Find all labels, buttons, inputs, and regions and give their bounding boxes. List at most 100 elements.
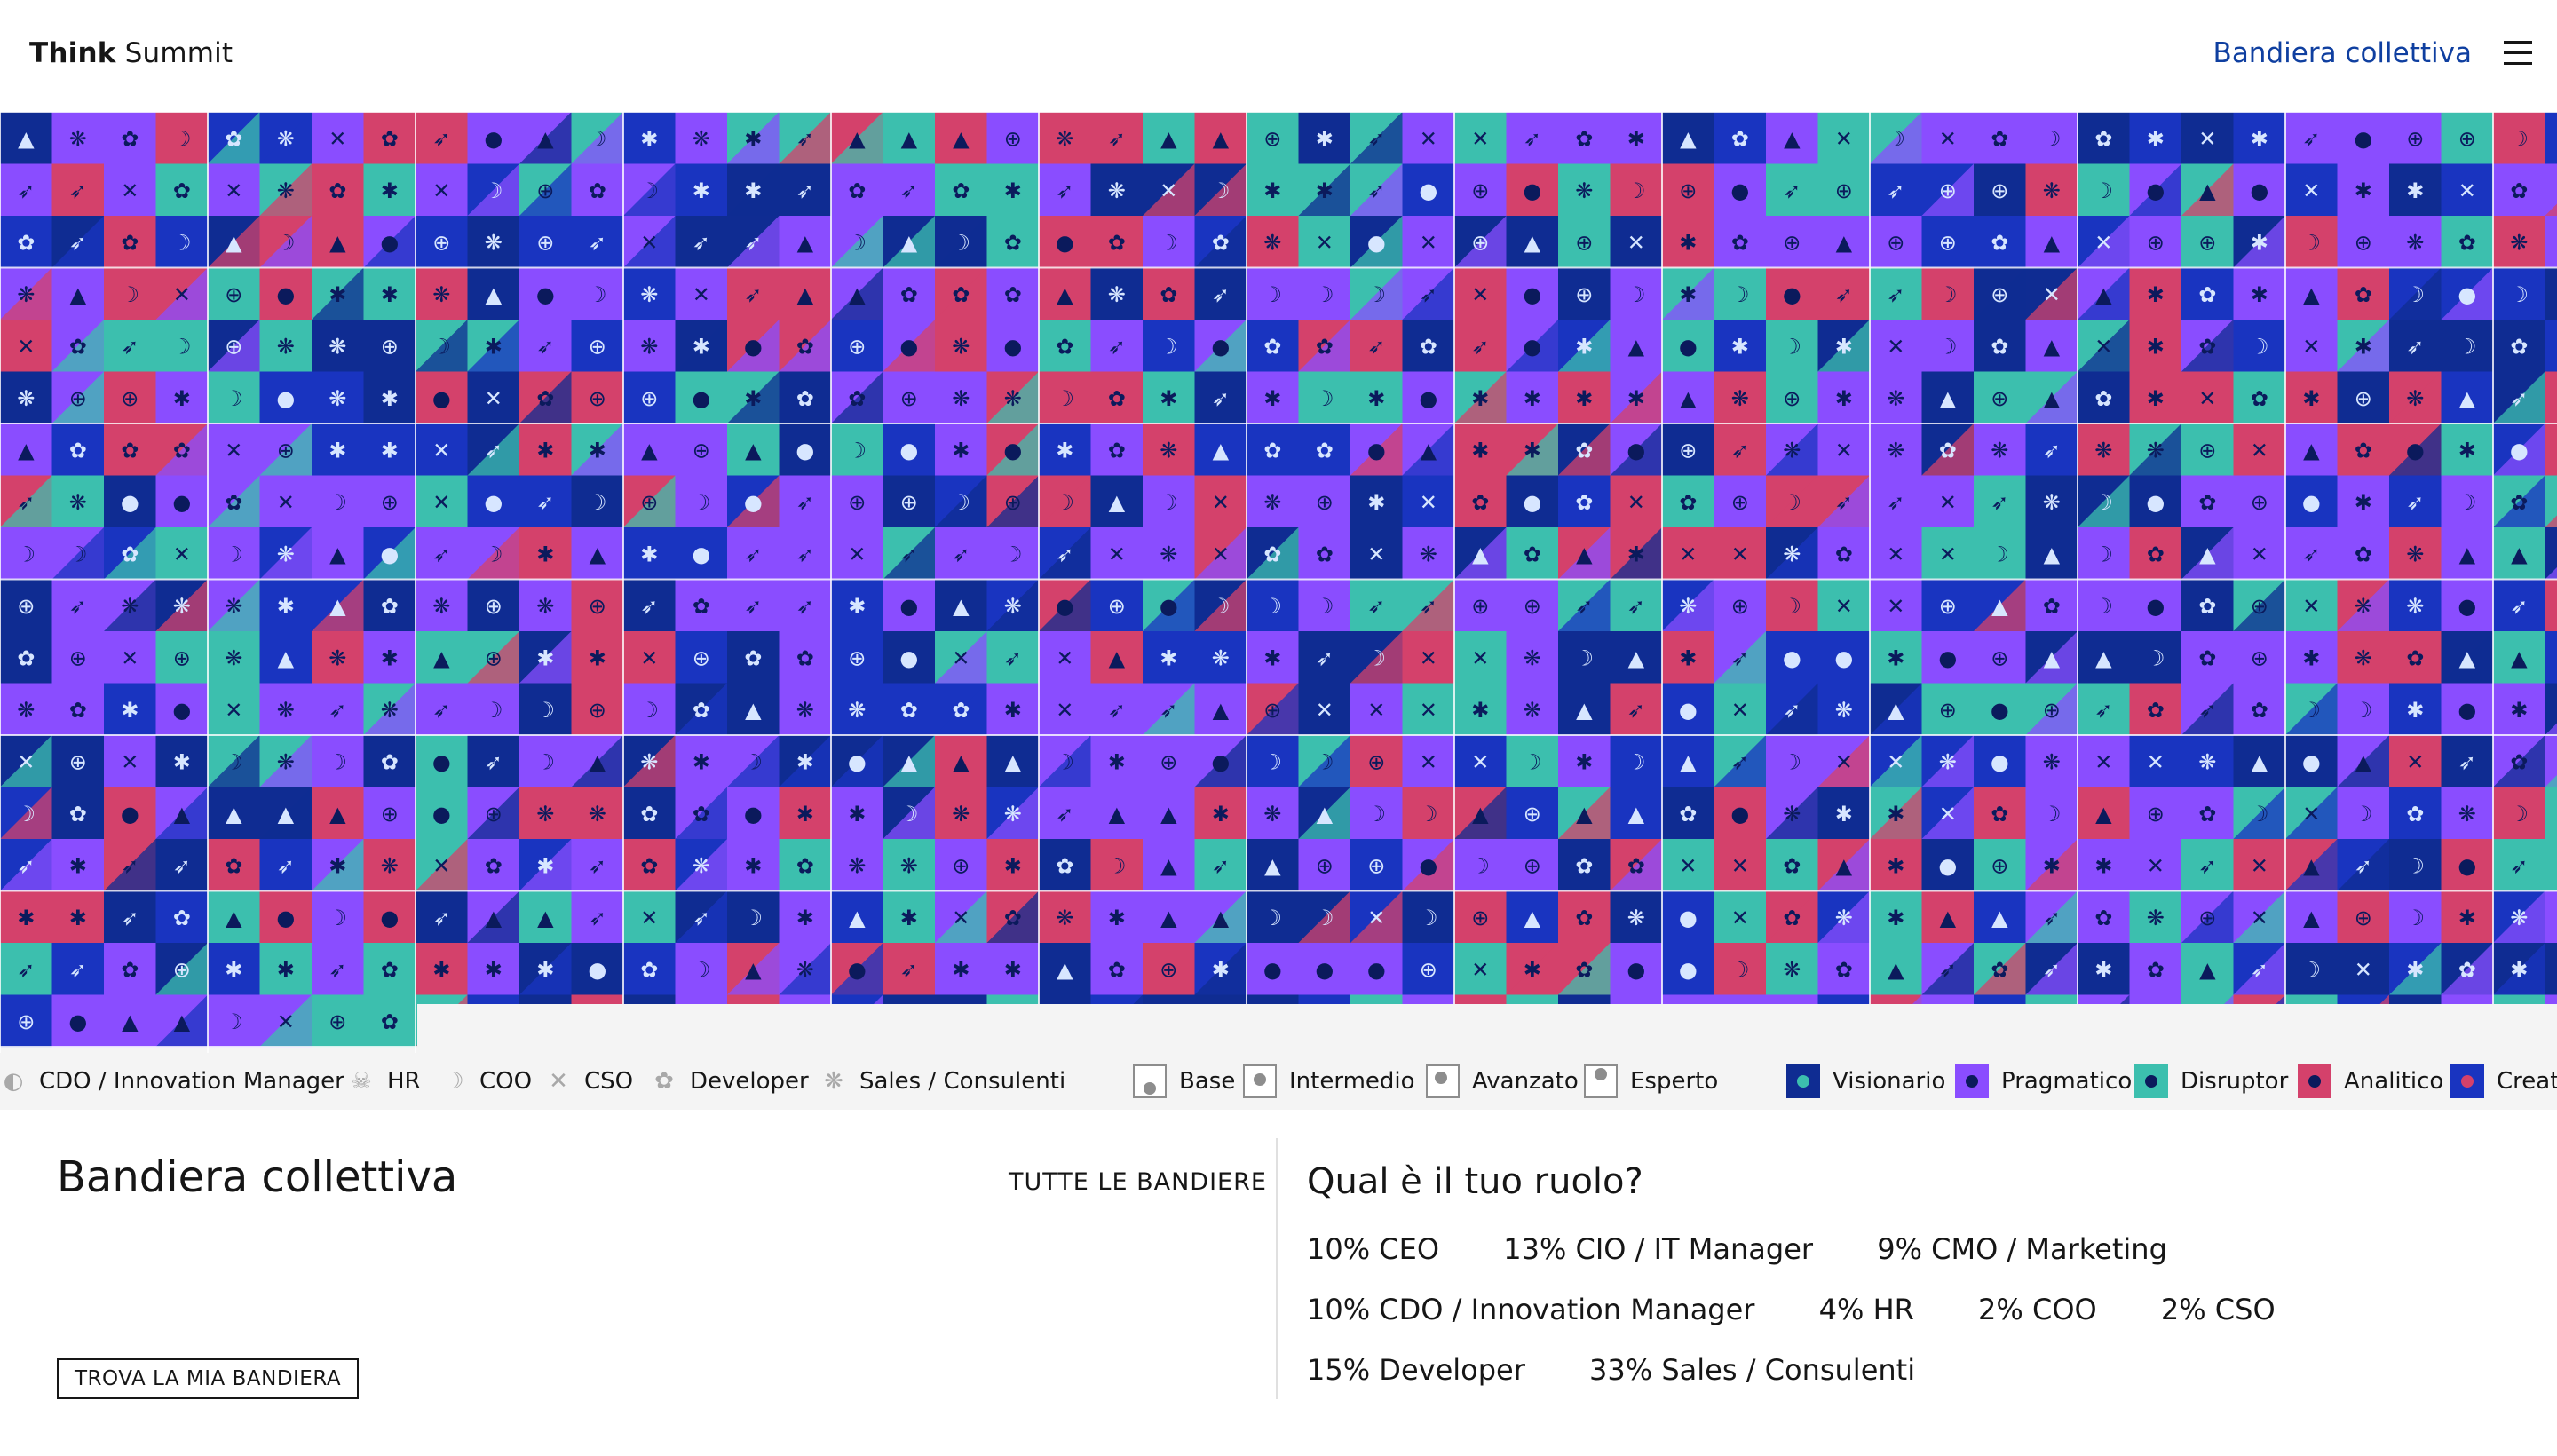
flag-tile-diagonal [2493,839,2545,891]
flag-tile [0,683,52,736]
flag-symbol-icon: ● [2146,594,2165,619]
flag-symbol-icon: ➶ [2043,957,2061,982]
flag-tile-diagonal [2545,515,2557,527]
find-my-flag-button[interactable]: TROVA LA MIA BANDIERA [57,1358,360,1399]
flag-tile [2181,787,2234,840]
flag-tile [779,631,832,684]
flag-symbol-icon: ❋ [329,645,346,670]
flag-tile-diagonal [259,112,312,164]
flag-tile-diagonal [467,527,519,580]
flag-symbol-icon: ➶ [1108,334,1126,359]
flag-tile [2233,320,2286,372]
flag-symbol-icon: ▲ [2511,645,2528,670]
hamburger-menu-icon[interactable] [2504,39,2532,66]
flag-symbol-icon: ✱ [1108,749,1126,774]
flag-symbol-icon: ❋ [1004,802,1022,827]
flag-tile [51,475,105,528]
flag-tile [363,787,416,840]
flag-symbol-icon: ✱ [1679,230,1697,255]
flag-tile-diagonal [727,371,780,423]
flag-symbol-icon: ❋ [536,594,554,619]
flag-symbol-icon: ● [68,1009,87,1034]
flag-symbol-icon: ● [1056,594,1074,619]
flag-tile-diagonal [1558,423,1611,476]
flag-tile [2078,423,2130,476]
flag-tile [2129,475,2182,528]
flag-tile-diagonal [1766,423,1818,476]
flag-symbol-icon: ✱ [1471,698,1489,723]
flag-symbol-icon: ● [1211,749,1230,774]
flag-tile-diagonal [519,371,572,423]
flag-symbol-icon: ✱ [173,749,191,774]
flag-tile [1817,112,1871,164]
flag-tile [1247,267,1299,320]
flag-symbol-icon: ⊕ [1991,386,2008,411]
all-flags-link[interactable]: TUTTE LE BANDIERE [1009,1168,1267,1196]
flag-symbol-icon: ➶ [1627,594,1645,619]
flag-symbol-icon: ✱ [2251,282,2268,307]
mosaic-canvas[interactable]: ▲ ❋ ✿ ☽ ✿ ❋ ✕ ✿ ➶ ● ▲ ☽ ✱ ❋ ✱ ➶ ▲ ▲ ▲ ⊕ ❋ ➶ ▲ ▲ ⊕ ✱ ➶ ✕ ✕ ➶ ✿ ✱ ▲ ✿ ▲ ✕ ☽ ✕ ✿ ☽… [0,112,2557,1053]
flag-symbol-icon: ⊕ [17,594,35,619]
flag-symbol-icon: ▲ [1472,802,1489,827]
flag-symbol-icon: ● [1834,645,1853,670]
flag-tile [155,527,209,580]
flag-tile-diagonal [2545,152,2557,164]
flag-symbol-icon: ▲ [2095,282,2112,307]
flag-tile-diagonal [1194,579,1247,631]
flag-tile [2337,527,2390,580]
legend-label: Avanzato [1472,1068,1579,1095]
flag-symbol-icon: ❋ [173,594,191,619]
flag-tile [779,423,832,476]
flag-tile [571,527,624,580]
flag-tile-diagonal [363,216,416,268]
flag-tile [1350,371,1403,424]
flag-tile-diagonal [1454,787,1507,839]
flag-symbol-icon: ● [2250,178,2268,203]
flag-symbol-icon: ⊕ [1471,230,1489,255]
flag-symbol-icon: ✱ [1524,957,1541,982]
flag-tile-diagonal [2025,839,2078,891]
flag-symbol-icon: ☽ [744,749,764,774]
panel-title: Bandiera collettiva [57,1152,458,1202]
sales-icon: ❋ [824,1068,843,1095]
flag-tile [104,267,156,320]
flag-tile [1974,216,2026,268]
flag-symbol-icon: ☽ [588,282,607,307]
flag-symbol-icon: ✕ [2251,438,2268,463]
hamburger-line [2504,41,2532,44]
legend-label: HR [387,1068,421,1095]
flag-symbol-icon: ✱ [2094,957,2112,982]
flag-tile [416,423,468,476]
flag-tile-diagonal [779,735,831,787]
flag-tile-diagonal [779,320,831,372]
flag-tile-diagonal [675,423,727,476]
flag-tile [467,943,520,995]
flag-tile [883,579,936,632]
flag-tile [467,216,520,268]
flag-symbol-icon: ➶ [589,230,606,255]
flag-symbol-icon: ☽ [2458,490,2477,515]
brand-logo[interactable]: Think Summit [29,37,233,69]
collective-flag-mosaic[interactable]: ▲ ❋ ✿ ☽ ✿ ❋ ✕ ✿ ➶ ● ▲ ☽ ✱ ❋ ✱ ➶ ▲ ▲ ▲ ⊕ ❋ ➶ ▲ ▲ ⊕ ✱ ➶ ✕ ✕ ➶ ✿ ✱ ▲ ✿ ▲ ✕ ☽ ✕ ✿ ☽… [0,112,2557,1053]
flag-symbol-icon: ❋ [640,282,658,307]
flag-tile-diagonal [363,527,416,580]
flag-symbol-icon: ▲ [1472,542,1489,566]
flag-symbol-icon: ✱ [485,334,503,359]
flag-tile [51,787,105,840]
flag-tile [1298,423,1351,476]
flag-symbol-icon: ⊕ [173,957,191,982]
nav-bandiera-collettiva-link[interactable]: Bandiera collettiva [2213,37,2472,69]
flag-symbol-icon: ● [1419,853,1437,878]
flag-tile [519,787,572,840]
flag-tile [1714,475,1767,528]
flag-symbol-icon: ▲ [1109,645,1126,670]
flag-symbol-icon: ⊕ [2251,594,2268,619]
flag-symbol-icon: ✕ [1471,126,1489,151]
flag-symbol-icon: ➶ [796,490,814,515]
flag-symbol-icon: ✿ [900,698,918,723]
flag-tile [1298,216,1351,268]
flag-tile [0,579,52,632]
flag-tile [571,371,624,424]
flag-tile [1558,112,1611,164]
flag-tile [1143,890,1195,944]
